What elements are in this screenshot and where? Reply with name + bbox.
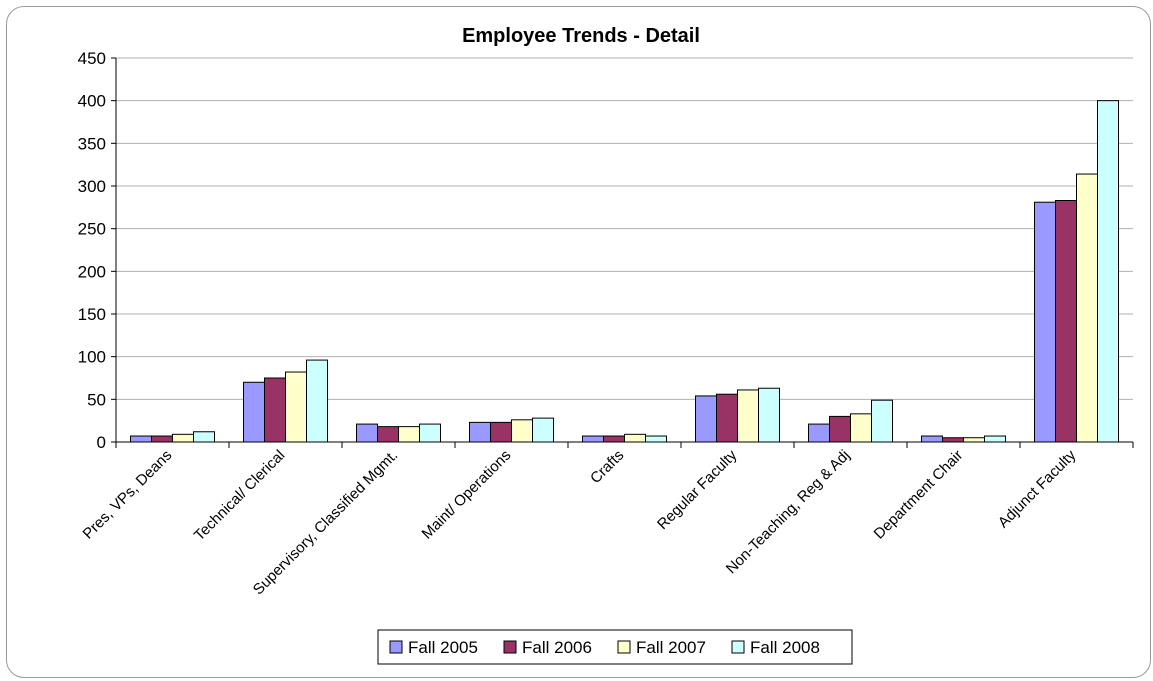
y-tick-label: 100 [78,348,106,367]
bar-fall-2008 [871,399,893,443]
legend-label: Fall 2008 [750,638,820,657]
y-tick-label: 0 [97,433,106,452]
bar-fall-2007 [172,433,194,443]
bar-fall-2008 [1097,100,1119,443]
bar-fall-2007 [624,433,646,443]
bar-fall-2005 [469,421,491,443]
legend-label: Fall 2006 [522,638,592,657]
bar-fall-2007 [963,437,985,443]
bar-fall-2008 [532,417,554,443]
legend-label: Fall 2007 [636,638,706,657]
bar-fall-2007 [511,419,533,443]
bar-fall-2006 [942,437,964,443]
legend-box [377,629,853,665]
bar-fall-2005 [695,395,717,443]
category-label: Technical/ Clerical [191,447,289,545]
legend-swatch [503,640,517,654]
category-label: Regular Faculty [654,446,741,533]
bar-fall-2007 [398,426,420,443]
bar-fall-2005 [356,423,378,443]
bars [130,100,1119,443]
bar-fall-2006 [1055,200,1077,443]
category-label: Non-Teaching, Reg & Adj [723,447,854,578]
y-tick-label: 250 [78,220,106,239]
legend: Fall 2005 Fall 2006 Fall 2007 Fall 2008 [377,629,853,665]
bar-fall-2006 [829,415,851,443]
category-label: Department Chair [871,447,967,543]
category-labels: Pres, VPs, Deans Technical/ ClericalSuper… [80,446,1080,598]
legend-label: Fall 2005 [408,638,478,657]
bar-fall-2007 [285,371,307,443]
bar-fall-2007 [850,413,872,443]
legend-swatch [389,640,403,654]
gridlines [116,57,1133,400]
bar-fall-2005 [130,435,152,443]
y-tick-label: 350 [78,134,106,153]
legend-swatch [731,640,745,654]
y-tick-label: 50 [87,390,106,409]
bar-fall-2005 [1034,201,1056,443]
chart-frame [6,6,1151,678]
bar-fall-2007 [1076,173,1098,443]
category-label: Pres, VPs, Deans [80,447,176,543]
bar-fall-2006 [603,435,625,443]
category-label: Maint/ Operations [419,447,515,543]
y-tick-label: 200 [78,262,106,281]
bar-fall-2006 [490,421,512,443]
bar-fall-2005 [582,435,604,443]
y-tick-label: 150 [78,305,106,324]
bar-fall-2008 [984,435,1006,443]
bar-fall-2005 [921,435,943,443]
bar-fall-2006 [377,426,399,443]
bar-fall-2008 [645,435,667,443]
y-tick-label: 300 [78,177,106,196]
legend-swatch [617,640,631,654]
bar-fall-2006 [264,377,286,443]
bar-fall-2008 [306,359,328,443]
bar-fall-2007 [737,389,759,443]
bar-fall-2008 [419,423,441,443]
bar-fall-2008 [758,387,780,443]
category-label: Crafts [587,447,627,487]
bar-fall-2005 [808,423,830,443]
bar-fall-2005 [243,381,265,443]
y-tick-labels: 0 50 100 150 200 250 300 350 400 450 [78,49,106,452]
y-tick-label: 450 [78,49,106,68]
category-label: Adjunct Faculty [995,446,1080,531]
bar-fall-2008 [193,431,215,443]
y-tick-label: 400 [78,92,106,111]
bar-fall-2006 [716,393,738,443]
chart-title: Employee Trends - Detail [462,25,700,47]
bar-fall-2006 [151,435,173,443]
